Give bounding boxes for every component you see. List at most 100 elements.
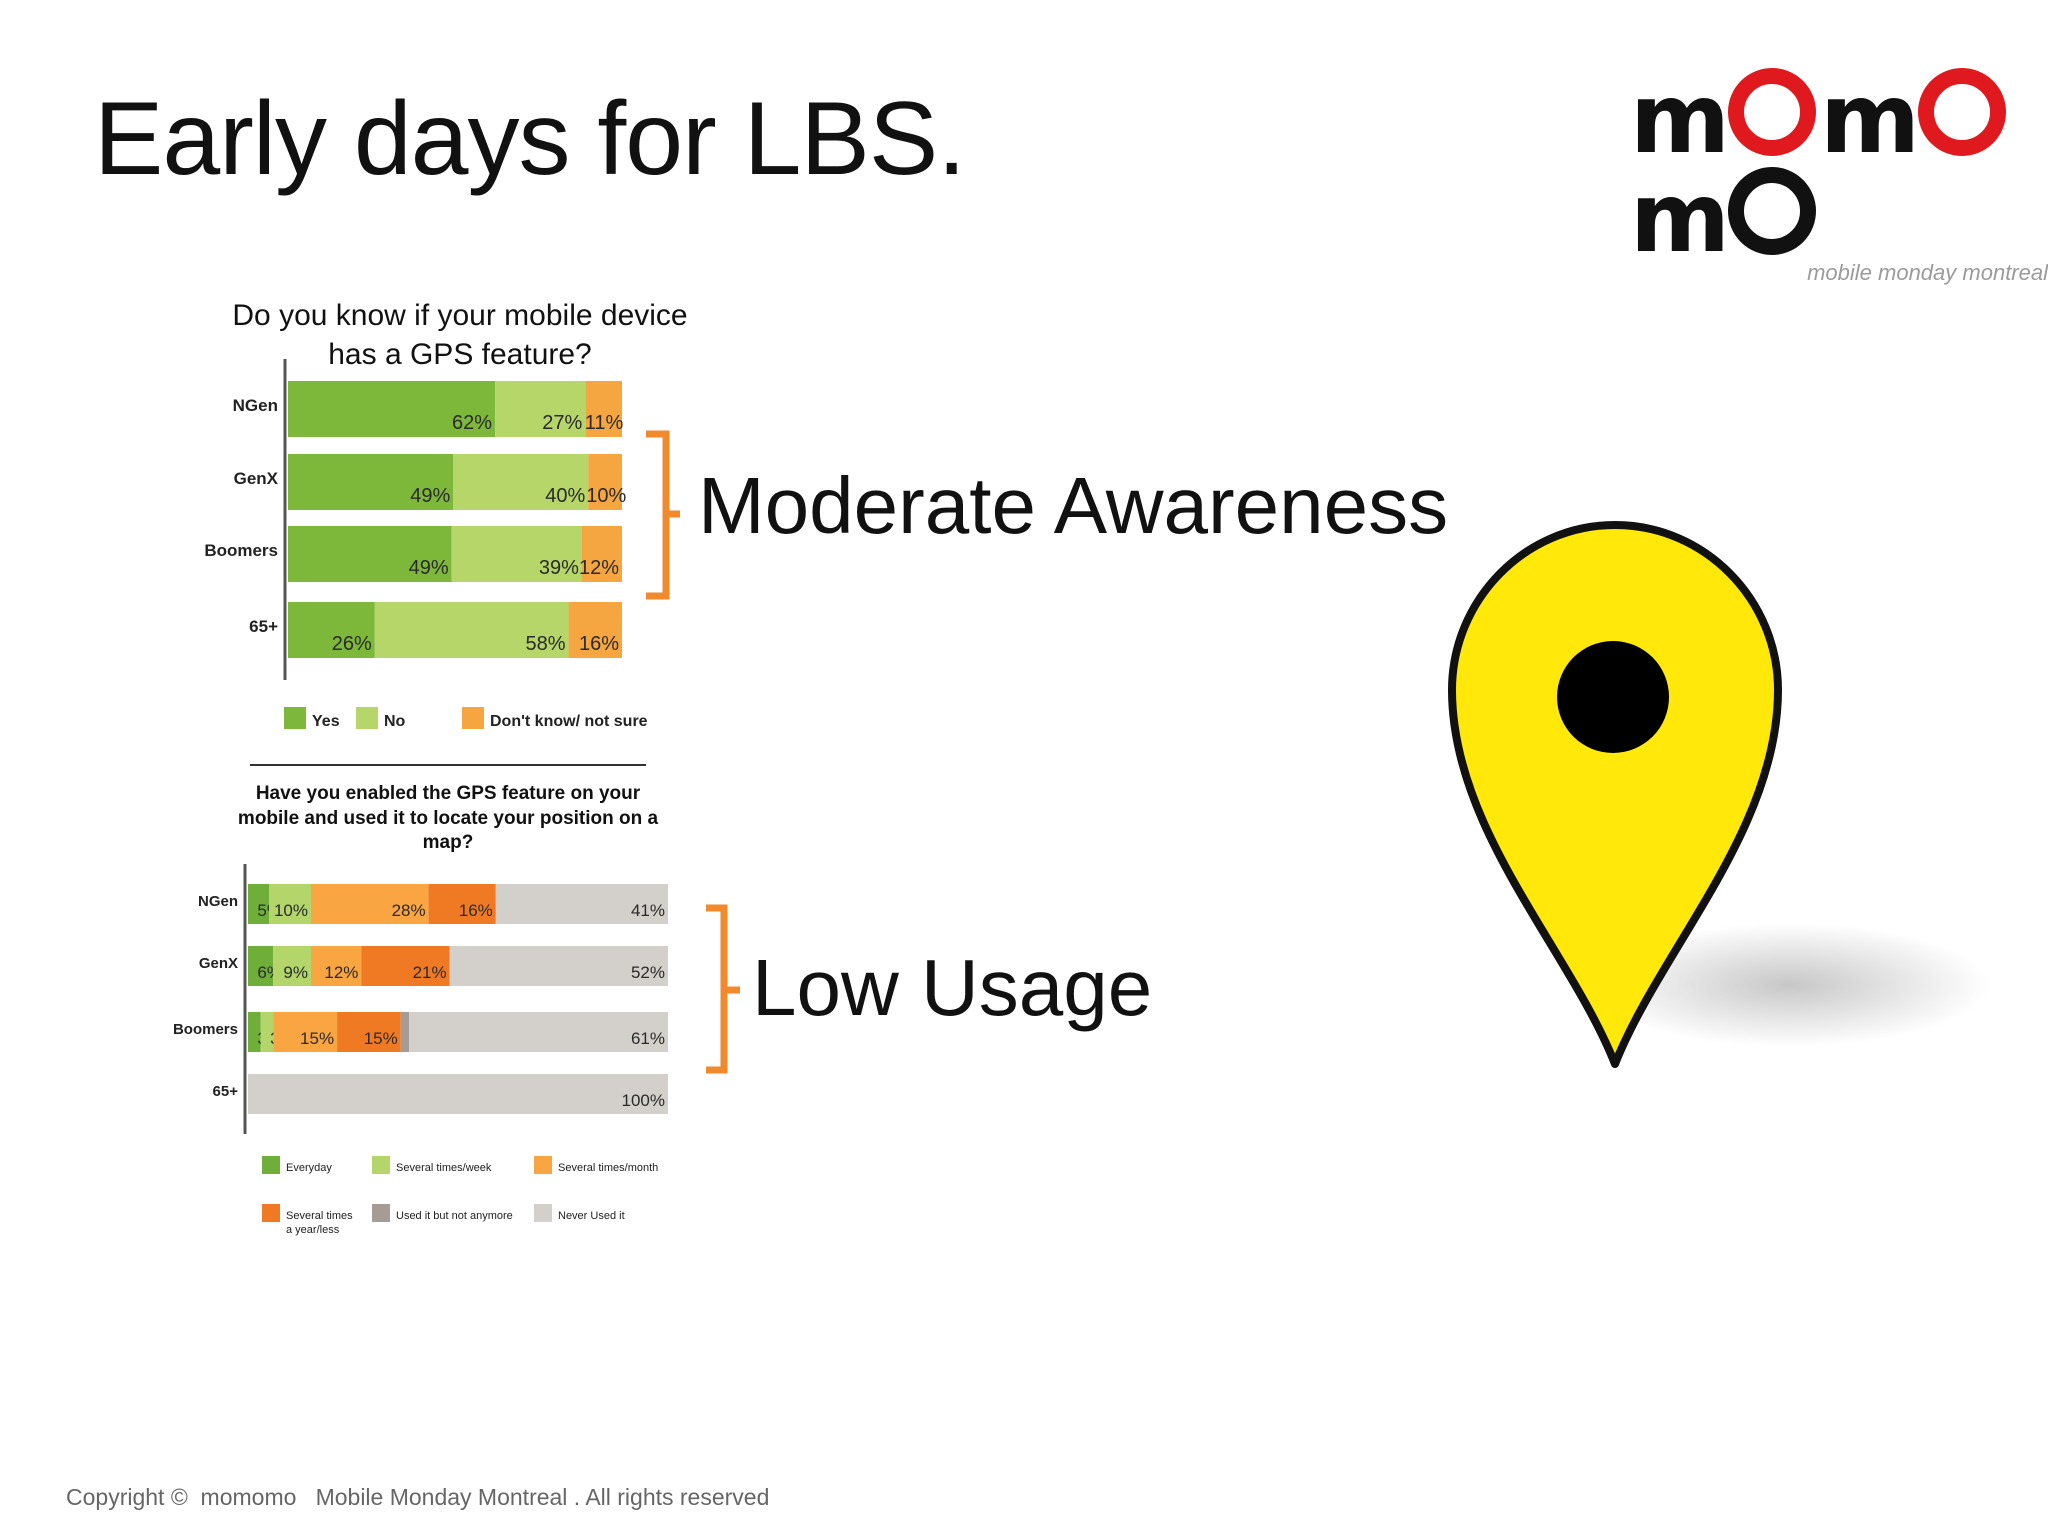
chart2-data-label: 15% (364, 1029, 398, 1048)
chart1-bar-segment (374, 602, 569, 658)
callout-low-usage: Low Usage (752, 943, 1153, 1032)
chart2-bar-segment (428, 884, 496, 924)
chart2-bar-segment (260, 1012, 274, 1052)
chart2-category-label: 65+ (213, 1083, 239, 1100)
chart2-bar-segment (311, 946, 362, 986)
chart1-legend-swatch (356, 707, 378, 729)
chart1-bar-segment (568, 602, 622, 658)
chart1-category-label: Boomers (204, 541, 278, 560)
chart2-data-label: 52% (631, 963, 665, 982)
chart2-legend-swatch (262, 1204, 280, 1222)
chart1-data-label: 62% (452, 412, 492, 434)
chart2-bar-segment (337, 1012, 401, 1052)
chart1-bar-segment (585, 381, 622, 437)
logo-letter-2: m (1820, 63, 1920, 175)
chart2-bar-segment (273, 946, 311, 986)
copyright-footer: Copyright © momomo Mobile Monday Montrea… (66, 1484, 770, 1510)
chart2-legend-label: Never Used it (558, 1210, 625, 1222)
pin-shadow (1590, 923, 1990, 1047)
chart2-legend-label: Everyday (286, 1162, 332, 1174)
chart2-data-label: 15% (300, 1029, 334, 1048)
chart1-bar-segment (288, 381, 496, 437)
chart1-bar-segment (495, 381, 586, 437)
chart2-category-label: Boomers (173, 1021, 238, 1038)
chart1-data-label: 27% (542, 412, 582, 434)
bracket-icon-2 (706, 904, 740, 1074)
chart1-data-label: 16% (579, 633, 619, 655)
chart2-legend-label: Several times/week (396, 1162, 492, 1174)
chart1-data-label: 49% (410, 485, 450, 507)
chart2-legend-label: Several times/month (558, 1162, 658, 1174)
chart1-category-label: GenX (234, 469, 279, 488)
chart2-data-label: 100% (622, 1091, 665, 1110)
chart2-bar-segment (248, 1012, 261, 1052)
chart2-legend-swatch (534, 1204, 552, 1222)
chart2-legend-label: a year/less (286, 1224, 340, 1236)
chart2-data-label: 12% (324, 963, 358, 982)
chart2-legend-swatch (372, 1156, 390, 1174)
chart1-legend-label: Don't know/ not sure (490, 713, 648, 730)
chart1-category-label: NGen (233, 396, 278, 415)
chart2-bar-segment (361, 946, 450, 986)
chart2-title: Have you enabled the GPS feature on your… (237, 783, 659, 854)
chart2-bar-segment (449, 946, 668, 986)
chart2-category-label: GenX (199, 955, 238, 972)
chart1-data-label: 10% (586, 485, 626, 507)
chart2-bar-segment (269, 884, 311, 924)
chart1-data-label: 40% (545, 485, 585, 507)
chart1-legend-label: Yes (312, 713, 340, 730)
chart2-data-label: 16% (459, 901, 493, 920)
logo-letter-1: m (1630, 63, 1730, 175)
chart1-bar-segment (581, 526, 622, 582)
chart2-legend-label: Several times (286, 1210, 353, 1222)
chart1-data-label: 12% (579, 557, 619, 579)
chart2-data-label: 9% (283, 963, 308, 982)
chart1-data-label: 11% (585, 412, 624, 434)
chart1-title: Do you know if your mobile device has a … (232, 299, 688, 371)
chart1-bar-segment (288, 602, 375, 658)
chart2-data-label: 28% (392, 901, 426, 920)
chart1-data-label: 26% (332, 633, 372, 655)
bracket-icon (646, 430, 680, 600)
callout-moderate-awareness: Moderate Awareness (698, 461, 1449, 550)
chart2-legend-label: Used it but not anymore (396, 1210, 513, 1222)
chart2-legend-swatch (534, 1156, 552, 1174)
location-pin-icon (1448, 521, 1782, 1068)
chart1-legend-swatch (462, 707, 484, 729)
logo-letter-3: m (1630, 162, 1730, 274)
chart2-legend-swatch (262, 1156, 280, 1174)
chart2-legend-swatch (372, 1204, 390, 1222)
chart2-usage: NGen5%10%28%16%0%41%GenX6%9%12%21%0%52%B… (173, 864, 668, 1236)
chart1-bar-segment (588, 454, 622, 510)
logo-wordmark: m mm (1630, 68, 2048, 266)
chart2-category-label: NGen (198, 893, 238, 910)
chart1-bar-segment (288, 454, 454, 510)
chart2-bar-segment (248, 1074, 668, 1114)
chart1-category-label: 65+ (249, 617, 278, 636)
chart1-bar-segment (288, 526, 452, 582)
chart2-bar-segment (409, 1012, 668, 1052)
logo-subtitle: mobile monday montreal (1807, 260, 2048, 285)
chart1-bar-segment (451, 526, 582, 582)
chart2-bar-segment (273, 1012, 338, 1052)
chart2-bar-segment (248, 884, 269, 924)
pin-hole-icon (1557, 641, 1669, 753)
chart1-data-label: 58% (526, 633, 566, 655)
slide-title: Early days for LBS. (94, 81, 966, 197)
chart2-data-label: 10% (274, 901, 308, 920)
chart2-bar-segment (248, 946, 274, 986)
chart2-bar-segment (311, 884, 429, 924)
momomo-logo: m mm mobile monday montreal (1630, 68, 2048, 286)
chart1-bar-segment (453, 454, 589, 510)
chart2-data-label: 21% (413, 963, 447, 982)
chart1-data-label: 49% (409, 557, 449, 579)
chart1-data-label: 39% (539, 557, 579, 579)
chart1-legend-swatch (284, 707, 306, 729)
chart2-data-label: 41% (631, 901, 665, 920)
chart2-data-label: 61% (631, 1029, 665, 1048)
chart1-legend-label: No (384, 713, 406, 730)
chart2-bar-segment (495, 884, 668, 924)
chart2-bar-segment (400, 1012, 410, 1052)
